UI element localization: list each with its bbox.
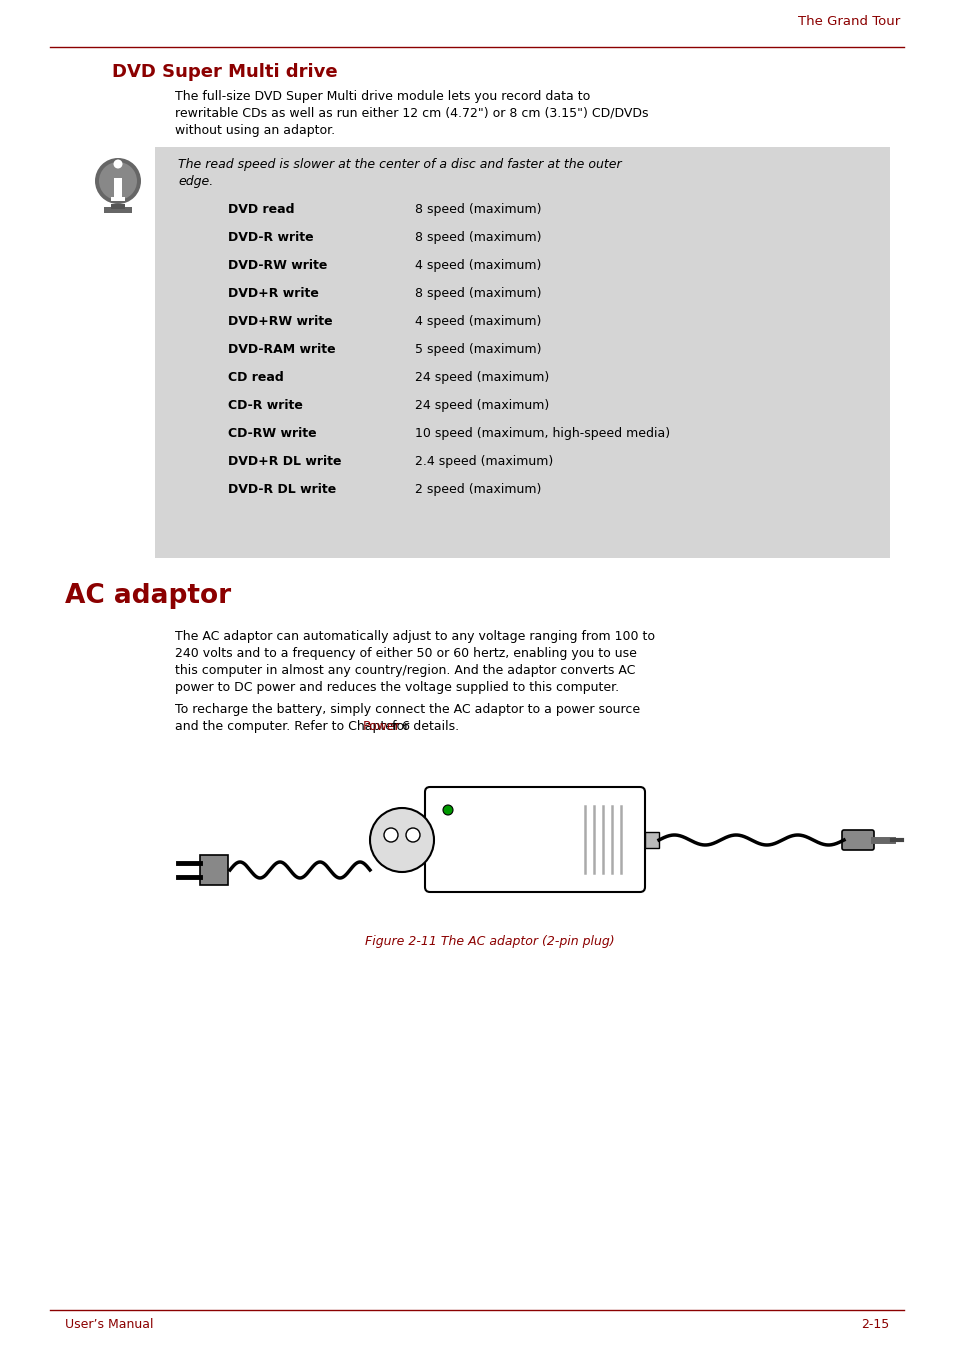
Text: DVD-RW write: DVD-RW write	[228, 259, 327, 272]
Text: 5 speed (maximum): 5 speed (maximum)	[415, 343, 541, 356]
Bar	[154, 147, 889, 558]
Circle shape	[370, 808, 434, 871]
Bar	[111, 197, 125, 201]
Text: DVD-R DL write: DVD-R DL write	[228, 483, 335, 496]
Circle shape	[113, 159, 122, 169]
Text: edge.: edge.	[178, 175, 213, 188]
Circle shape	[99, 162, 137, 200]
Text: 24 speed (maximum): 24 speed (maximum)	[415, 371, 549, 384]
Text: CD-RW write: CD-RW write	[228, 428, 316, 440]
Text: To recharge the battery, simply connect the AC adaptor to a power source: To recharge the battery, simply connect …	[174, 703, 639, 716]
Text: 24 speed (maximum): 24 speed (maximum)	[415, 399, 549, 411]
Text: The Grand Tour: The Grand Tour	[797, 15, 899, 28]
Text: 4 speed (maximum): 4 speed (maximum)	[415, 259, 540, 272]
Bar	[104, 206, 132, 213]
Text: DVD+RW write: DVD+RW write	[228, 316, 333, 328]
FancyBboxPatch shape	[841, 830, 873, 850]
Text: 8 speed (maximum): 8 speed (maximum)	[415, 231, 541, 244]
Text: 2.4 speed (maximum): 2.4 speed (maximum)	[415, 455, 553, 468]
Circle shape	[406, 828, 419, 842]
Text: without using an adaptor.: without using an adaptor.	[174, 124, 335, 138]
Bar	[200, 855, 228, 885]
Text: AC adaptor: AC adaptor	[65, 583, 231, 608]
Text: The full-size DVD Super Multi drive module lets you record data to: The full-size DVD Super Multi drive modu…	[174, 90, 590, 103]
Text: CD read: CD read	[228, 371, 283, 384]
Text: 10 speed (maximum, high-speed media): 10 speed (maximum, high-speed media)	[415, 428, 669, 440]
Text: Figure 2-11 The AC adaptor (2-pin plug): Figure 2-11 The AC adaptor (2-pin plug)	[365, 935, 614, 948]
Text: DVD read: DVD read	[228, 202, 294, 216]
Text: 8 speed (maximum): 8 speed (maximum)	[415, 287, 541, 299]
Text: power to DC power and reduces the voltage supplied to this computer.: power to DC power and reduces the voltag…	[174, 681, 618, 693]
Text: The AC adaptor can automatically adjust to any voltage ranging from 100 to: The AC adaptor can automatically adjust …	[174, 630, 655, 643]
Text: 2 speed (maximum): 2 speed (maximum)	[415, 483, 540, 496]
Bar	[644, 832, 659, 849]
FancyBboxPatch shape	[424, 786, 644, 892]
Text: User’s Manual: User’s Manual	[65, 1318, 153, 1331]
Text: for details.: for details.	[388, 720, 459, 733]
Text: Power: Power	[362, 720, 400, 733]
Text: rewritable CDs as well as run either 12 cm (4.72") or 8 cm (3.15") CD/DVDs: rewritable CDs as well as run either 12 …	[174, 107, 648, 120]
Text: DVD-R write: DVD-R write	[228, 231, 314, 244]
Text: 2-15: 2-15	[860, 1318, 888, 1331]
Text: 8 speed (maximum): 8 speed (maximum)	[415, 202, 541, 216]
Circle shape	[95, 158, 141, 204]
Text: and the computer. Refer to Chapter 6: and the computer. Refer to Chapter 6	[174, 720, 414, 733]
Text: DVD+R DL write: DVD+R DL write	[228, 455, 341, 468]
Text: this computer in almost any country/region. And the adaptor converts AC: this computer in almost any country/regi…	[174, 664, 635, 677]
Text: CD-R write: CD-R write	[228, 399, 302, 411]
Circle shape	[384, 828, 397, 842]
Text: DVD Super Multi drive: DVD Super Multi drive	[112, 63, 337, 81]
Text: DVD-RAM write: DVD-RAM write	[228, 343, 335, 356]
Text: DVD+R write: DVD+R write	[228, 287, 318, 299]
Text: 240 volts and to a frequency of either 50 or 60 hertz, enabling you to use: 240 volts and to a frequency of either 5…	[174, 648, 637, 660]
Bar	[111, 204, 125, 209]
Bar	[113, 178, 122, 198]
Text: The read speed is slower at the center of a disc and faster at the outer: The read speed is slower at the center o…	[178, 158, 621, 171]
Text: 4 speed (maximum): 4 speed (maximum)	[415, 316, 540, 328]
Circle shape	[442, 805, 453, 815]
